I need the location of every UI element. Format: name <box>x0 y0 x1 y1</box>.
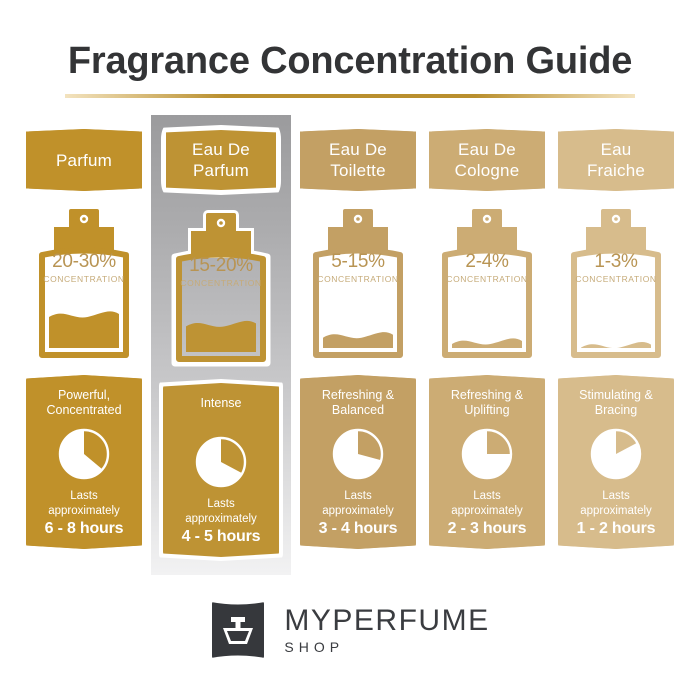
duration-card-fill: Powerful, Concentrated Lasts approximately… <box>26 375 142 549</box>
fragrance-columns: Parfum 20-30% CONCENTRATION Powerful, Conce… <box>22 115 678 575</box>
character-label: Powerful, Concentrated <box>46 388 122 417</box>
character-label: Refreshing & Uplifting <box>450 388 524 417</box>
column-header-fill: Parfum <box>26 129 142 191</box>
column-header-eau-fraiche[interactable]: Eau Fraiche <box>558 129 674 191</box>
longevity-block: Lasts approximately 1 - 2 hours <box>577 489 656 545</box>
bottle-graphic <box>571 209 661 358</box>
bottle-graphic <box>313 209 403 358</box>
duration-value: 3 - 4 hours <box>318 520 398 537</box>
bottle-parfum: 20-30% CONCENTRATION <box>22 199 146 367</box>
pie-holder <box>330 420 386 487</box>
column-header-fill: Eau De Cologne <box>429 129 545 191</box>
character-label: Refreshing & Balanced <box>321 388 395 417</box>
duration-card-fill: Stimulating & Bracing Lasts approximately 1… <box>558 375 674 549</box>
column-header-parfum[interactable]: Parfum <box>26 129 142 191</box>
fragrance-column-eau-de-parfum[interactable]: Eau De Parfum 15-20% CONCENTRATION Intense … <box>151 115 291 575</box>
character-label: Intense <box>200 396 242 410</box>
duration-value: 1 - 2 hours <box>576 520 656 537</box>
column-header-label: Eau De Cologne <box>454 140 520 180</box>
fragrance-column-eau-fraiche[interactable]: Eau Fraiche 1-3% CONCENTRATION Stimulating … <box>554 115 678 575</box>
longevity-block: Lasts approximately 6 - 8 hours <box>45 489 124 545</box>
fragrance-column-eau-de-toilette[interactable]: Eau De Toilette 5-15% CONCENTRATION Refresh… <box>296 115 420 575</box>
duration-pie-chart <box>332 428 384 480</box>
column-header-fill: Eau De Toilette <box>300 129 416 191</box>
pie-holder <box>56 420 112 487</box>
duration-card-fill: Refreshing & Balanced Lasts approximately 3… <box>300 375 416 549</box>
bottle-eau-de-parfum: 15-20% CONCENTRATION <box>159 203 283 371</box>
duration-pie-chart <box>58 428 110 480</box>
column-header-eau-de-cologne[interactable]: Eau De Cologne <box>429 129 545 191</box>
duration-card-fill: Refreshing & Uplifting Lasts approximately… <box>429 375 545 549</box>
title-divider <box>65 94 635 98</box>
duration-card-eau-de-cologne[interactable]: Refreshing & Uplifting Lasts approximately… <box>429 375 545 549</box>
lasts-label: Lasts approximately <box>322 490 394 517</box>
brand-logo: MYPERFUME SHOP <box>0 600 700 660</box>
duration-card-eau-de-toilette[interactable]: Refreshing & Balanced Lasts approximately 3… <box>300 375 416 549</box>
pie-holder <box>588 420 644 487</box>
bottle-eau-fraiche: 1-3% CONCENTRATION <box>554 199 678 367</box>
pie-holder <box>459 420 515 487</box>
column-header-fill: Eau De Parfum <box>166 130 276 190</box>
pie-holder <box>193 428 249 495</box>
lasts-label: Lasts approximately <box>185 498 257 525</box>
bottle-graphic <box>39 209 129 358</box>
brand-logo-text: MYPERFUME SHOP <box>284 603 490 656</box>
longevity-block: Lasts approximately 3 - 4 hours <box>319 489 398 545</box>
duration-pie-chart <box>590 428 642 480</box>
fragrance-column-eau-de-cologne[interactable]: Eau De Cologne 2-4% CONCENTRATION Refreshin… <box>425 115 549 575</box>
column-header-eau-de-parfum[interactable]: Eau De Parfum <box>161 125 281 195</box>
title-block: Fragrance Concentration Guide <box>0 38 700 98</box>
bottle-eau-de-toilette: 5-15% CONCENTRATION <box>296 199 420 367</box>
column-header-label: Eau Fraiche <box>586 140 646 180</box>
duration-card-eau-fraiche[interactable]: Stimulating & Bracing Lasts approximately 1… <box>558 375 674 549</box>
page-title: Fragrance Concentration Guide <box>67 40 633 82</box>
column-header-label: Eau De Toilette <box>329 140 387 180</box>
bottle-graphic <box>442 209 532 358</box>
fragrance-column-parfum[interactable]: Parfum 20-30% CONCENTRATION Powerful, Conce… <box>22 115 146 575</box>
duration-value: 6 - 8 hours <box>44 520 124 537</box>
perfume-basket-badge-icon <box>211 600 266 660</box>
brand-name: MYPERFUME <box>284 603 490 637</box>
column-header-fill: Eau Fraiche <box>558 129 674 191</box>
duration-pie-chart <box>195 436 247 488</box>
column-header-eau-de-toilette[interactable]: Eau De Toilette <box>300 129 416 191</box>
longevity-block: Lasts approximately 4 - 5 hours <box>182 497 261 553</box>
column-header-label: Parfum <box>56 150 112 170</box>
duration-value: 4 - 5 hours <box>181 528 261 545</box>
duration-pie-chart <box>461 428 513 480</box>
bottle-eau-de-cologne: 2-4% CONCENTRATION <box>425 199 549 367</box>
duration-card-fill: Intense Lasts approximately 4 - 5 hours <box>163 383 279 557</box>
duration-card-eau-de-parfum[interactable]: Intense Lasts approximately 4 - 5 hours <box>159 379 283 561</box>
character-label: Stimulating & Bracing <box>579 388 653 417</box>
lasts-label: Lasts approximately <box>580 490 652 517</box>
duration-value: 2 - 3 hours <box>447 520 527 537</box>
lasts-label: Lasts approximately <box>451 490 523 517</box>
brand-subtitle: SHOP <box>284 638 345 655</box>
lasts-label: Lasts approximately <box>48 490 120 517</box>
duration-card-parfum[interactable]: Powerful, Concentrated Lasts approximately… <box>26 375 142 549</box>
longevity-block: Lasts approximately 2 - 3 hours <box>448 489 527 545</box>
bottle-graphic <box>171 210 271 367</box>
column-header-label: Eau De Parfum <box>192 140 250 180</box>
